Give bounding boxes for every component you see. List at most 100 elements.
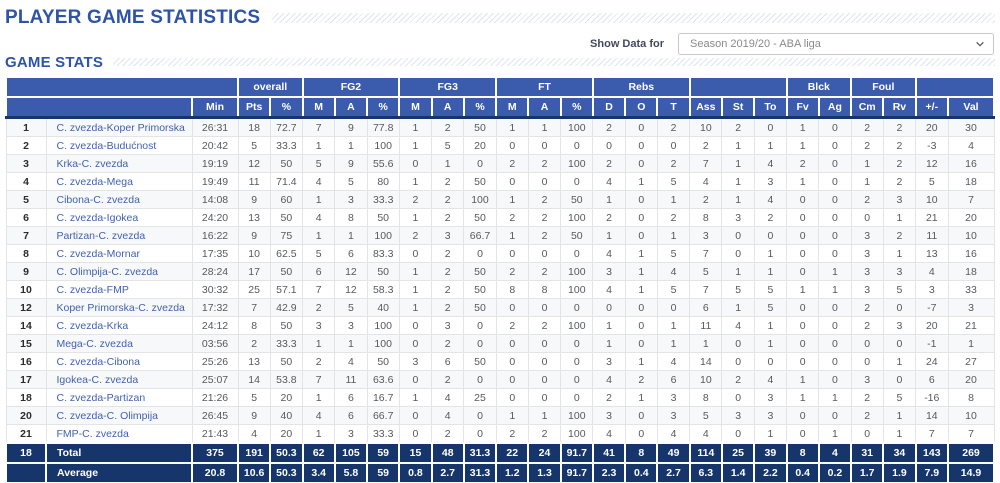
stat-cell: 63.6	[366, 370, 400, 389]
stat-cell: 1	[398, 280, 433, 299]
game-link[interactable]: Koper Primorska-C. zvezda	[56, 301, 185, 314]
stat-cell: 4	[656, 352, 691, 371]
stat-cell: 1	[398, 208, 433, 227]
stat-cell: 0	[463, 406, 497, 425]
stat-cell: 1	[302, 190, 336, 209]
stat-cell: 2	[527, 190, 562, 209]
stat-cell: 0	[818, 334, 852, 353]
stat-cell: 71.4	[269, 172, 304, 191]
game-link[interactable]: C. zvezda-Igokea	[56, 211, 139, 224]
stat-cell: 11	[915, 226, 949, 245]
stat-cell: 100	[560, 316, 594, 335]
stat-cell: 0	[624, 190, 658, 209]
game-link[interactable]: FMP-C. zvezda	[56, 427, 129, 440]
stat-cell: 3	[915, 280, 949, 299]
stat-cell: 0	[495, 244, 529, 263]
stat-cell: 50	[269, 154, 304, 173]
column-header: St	[720, 96, 756, 119]
stat-cell: 53.8	[269, 370, 304, 389]
game-link[interactable]: C. zvezda-Budućnost	[56, 139, 157, 152]
group-header-row: overall FG2 FG3 FT Rebs Blck Foul	[5, 76, 996, 98]
stat-cell: 0	[398, 406, 433, 425]
column-header: Rv	[882, 96, 917, 119]
game-link[interactable]: Cibona-C. zvezda	[56, 193, 140, 206]
stat-cell: 5	[882, 280, 917, 299]
game-link[interactable]: Mega-C. zvezda	[56, 337, 133, 350]
stat-cell: 0	[463, 424, 497, 444]
stat-cell: 10.6	[236, 462, 272, 483]
game-link[interactable]: Igokea-C. zvezda	[56, 373, 139, 386]
game-link[interactable]: Partizan-C. zvezda	[56, 229, 146, 242]
stat-cell: 2	[431, 424, 465, 444]
stat-cell: 31.3	[462, 442, 498, 464]
column-header: Ag	[817, 96, 853, 119]
stat-cell: 14	[237, 370, 271, 389]
stat-cell: 16	[947, 154, 995, 173]
stat-cell: 100	[560, 262, 594, 281]
stat-cell: 0	[818, 352, 852, 371]
stat-cell: 0	[882, 334, 917, 353]
column-group-header	[914, 76, 996, 98]
stat-cell: 1	[527, 406, 562, 425]
stat-cell: 6	[334, 406, 368, 425]
total-row-label: Total	[45, 442, 193, 464]
stat-cell: 1	[592, 316, 626, 335]
stat-cell: 15	[398, 442, 433, 464]
stat-cell: 0	[786, 352, 820, 371]
stat-cell: 2	[527, 154, 562, 173]
stat-cell: 4	[947, 136, 995, 155]
game-link[interactable]: C. zvezda-Mega	[56, 175, 133, 188]
game-link[interactable]: C. zvezda-Mornar	[56, 247, 140, 260]
stat-cell: 1	[302, 226, 336, 245]
stat-cell: 4	[915, 262, 949, 281]
stat-cell: 7	[302, 117, 336, 137]
game-link[interactable]: C. zvezda-Partizan	[56, 391, 146, 404]
game-cell: C. zvezda-Krka	[45, 316, 193, 335]
stat-cell: 6	[302, 262, 336, 281]
stat-cell: 0	[527, 352, 562, 371]
stat-cell: 21:43	[191, 424, 239, 444]
stat-cell: 1	[786, 370, 820, 389]
stat-cell: 25:26	[191, 352, 239, 371]
stat-cell: 1	[495, 117, 529, 137]
stat-cell: 2	[431, 262, 465, 281]
stat-cell: 17:35	[191, 244, 239, 263]
stat-cell: 2	[495, 208, 529, 227]
season-select[interactable]: Season 2019/20 - ABA liga	[678, 33, 994, 55]
stat-cell: 50	[463, 208, 497, 227]
stat-cell: 0	[560, 334, 594, 353]
stat-cell: 1	[592, 190, 626, 209]
stat-cell: 7	[302, 280, 336, 299]
game-link[interactable]: C. zvezda-Krka	[56, 319, 129, 332]
column-header: +/-	[914, 96, 950, 119]
stat-cell: 12	[334, 262, 368, 281]
game-link[interactable]: C. zvezda-Cibona	[56, 355, 140, 368]
game-link[interactable]: C. Olimpija-C. zvezda	[56, 265, 159, 278]
stat-cell: 0	[818, 117, 852, 137]
game-link[interactable]: Krka-C. zvezda	[56, 157, 129, 170]
stat-cell: 3	[850, 262, 884, 281]
stat-cell: 5	[431, 136, 465, 155]
stat-cell: 0	[818, 208, 852, 227]
stat-cell: 28:24	[191, 262, 239, 281]
stat-cell: 2	[527, 226, 562, 245]
stat-cell: 0	[721, 334, 755, 353]
column-group-header: Blck	[785, 76, 853, 98]
stat-cell: 0	[656, 298, 691, 317]
stat-cell: 12	[334, 280, 368, 299]
stat-cell: 0	[721, 424, 755, 444]
stat-cell: 26:45	[191, 406, 239, 425]
game-cell: C. zvezda-Budućnost	[45, 136, 193, 155]
game-link[interactable]: C. zvezda-FMP	[56, 283, 129, 296]
stat-cell: 0	[818, 172, 852, 191]
stat-cell: 0	[463, 244, 497, 263]
stat-cell: 3	[882, 190, 917, 209]
stat-cell: 1.3	[527, 462, 562, 483]
stat-cell: 20	[915, 316, 949, 335]
stat-cell: 20.8	[191, 462, 239, 483]
stat-cell: 0	[786, 298, 820, 317]
game-link[interactable]: C. zvezda-C. Olimpija	[56, 409, 159, 422]
stat-cell: 0	[721, 226, 755, 245]
game-link[interactable]: C. zvezda-Koper Primorska	[56, 121, 185, 134]
table-row: 7 Partizan-C. zvezda 16:22 9 75 1 1 100 2 3 66.7 1 2…	[5, 226, 995, 245]
